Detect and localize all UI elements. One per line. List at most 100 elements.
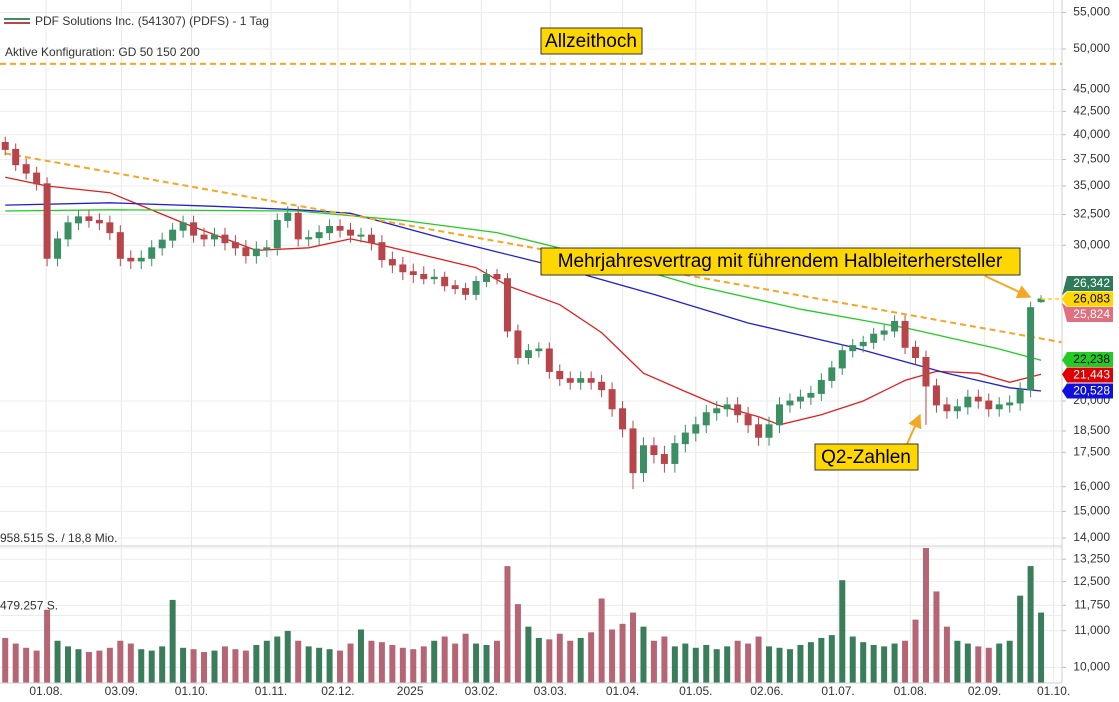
y-tick-label: 18,500 [1073, 423, 1110, 437]
volume-bar [1038, 612, 1045, 683]
candle-body [74, 216, 82, 224]
candle-body [284, 212, 292, 221]
volume-bar [284, 630, 291, 683]
x-tick-label: 01.04. [606, 684, 639, 698]
volume-bar [975, 646, 982, 683]
price-flag [1062, 367, 1113, 383]
annotation-arrow [984, 275, 1032, 299]
volume-bar [807, 642, 814, 683]
candle-body [524, 350, 532, 358]
price-flag-label: 26,342 [1073, 276, 1110, 290]
annotation-box [540, 27, 643, 55]
candle-body [629, 428, 637, 474]
volume-bar [106, 647, 113, 683]
x-tick-label: 01.10. [1037, 684, 1070, 698]
candle-body [713, 408, 721, 414]
annotation: Q2-Zahlen [814, 413, 922, 471]
annotation-arrow [906, 413, 922, 445]
candle-body [943, 404, 951, 412]
volume-bar [305, 646, 312, 683]
candle-body [556, 370, 564, 380]
candle-body [420, 274, 428, 280]
candle-body [650, 445, 658, 456]
x-tick-label: 01.10. [175, 684, 208, 698]
x-tick-label: 2025 [397, 684, 424, 698]
volume-bar [933, 591, 940, 683]
candle-body [347, 229, 355, 236]
candle-body [786, 400, 794, 406]
candle-body [765, 424, 773, 438]
volume-bar [860, 642, 867, 683]
volume-bar [12, 643, 19, 683]
candle-body [493, 274, 501, 280]
candle-body [671, 443, 679, 464]
y-tick-label: 40,000 [1073, 127, 1110, 141]
volume-bar [452, 643, 459, 683]
candle-body [775, 404, 783, 426]
candle-body [336, 225, 344, 231]
volume-bar [734, 640, 741, 683]
candle-body [985, 400, 993, 410]
candle-body [692, 424, 700, 434]
volume-bar [630, 612, 637, 683]
candle-body [54, 238, 62, 259]
volume-bar [609, 629, 616, 683]
volume-bar [1027, 566, 1034, 683]
volume-bar [619, 623, 626, 683]
volume-bar [567, 640, 574, 683]
candle-body [608, 389, 616, 410]
price-flag-label: 20,528 [1073, 384, 1110, 398]
candle-body [995, 404, 1003, 410]
y-tick-label: 30,000 [1073, 237, 1110, 251]
volume-bar [347, 643, 354, 683]
volume-bar [556, 633, 563, 683]
volume-bar [117, 640, 124, 683]
volume-bar [786, 649, 793, 683]
volume-bar [242, 650, 249, 683]
volume-bar [232, 649, 239, 683]
candle-body [681, 432, 689, 445]
volume-bar [891, 643, 898, 683]
volume-bar [44, 609, 51, 683]
candle-body [566, 378, 574, 383]
candle-body [43, 183, 51, 259]
volume-tick-label: 958.515 S. / 18,8 Mio. [0, 531, 117, 545]
candle-body [807, 392, 815, 398]
volume-bar [378, 642, 385, 683]
volume-bar [169, 599, 176, 683]
y-tick-label: 45,000 [1073, 82, 1110, 96]
y-tick-label: 11,750 [1074, 598, 1110, 612]
candle-body [315, 232, 323, 239]
candle-body [1027, 307, 1035, 391]
candle-body [796, 396, 804, 402]
volume-bar [96, 650, 103, 683]
candle-body [64, 222, 72, 240]
volume-bar [1006, 640, 1013, 683]
x-tick-label: 03.09. [105, 684, 138, 698]
volume-bar [546, 639, 553, 683]
candle-body [828, 367, 836, 381]
candle-body [263, 247, 271, 250]
candle-body [430, 276, 438, 280]
volume-bar [253, 644, 260, 683]
candle-body [472, 280, 480, 295]
volume-bar [588, 632, 595, 683]
volume-bar [996, 643, 1003, 683]
candle-body [85, 216, 93, 221]
volume-bar [870, 644, 877, 683]
volume-bar [316, 647, 323, 683]
volume-bar [797, 644, 804, 683]
chart-title: PDF Solutions Inc. (541307) (PDFS) - 1 T… [35, 14, 269, 28]
candle-body [953, 406, 961, 412]
volume-bar [724, 646, 731, 683]
volume-bar [839, 580, 846, 683]
price-flag-label: 21,443 [1073, 368, 1110, 382]
volume-bar [23, 647, 30, 683]
candle-body [849, 345, 857, 352]
price-flag [1062, 276, 1113, 296]
x-tick-label: 03.02. [465, 684, 498, 698]
y-tick-label: 15,000 [1073, 504, 1110, 518]
volume-bar [326, 649, 333, 683]
